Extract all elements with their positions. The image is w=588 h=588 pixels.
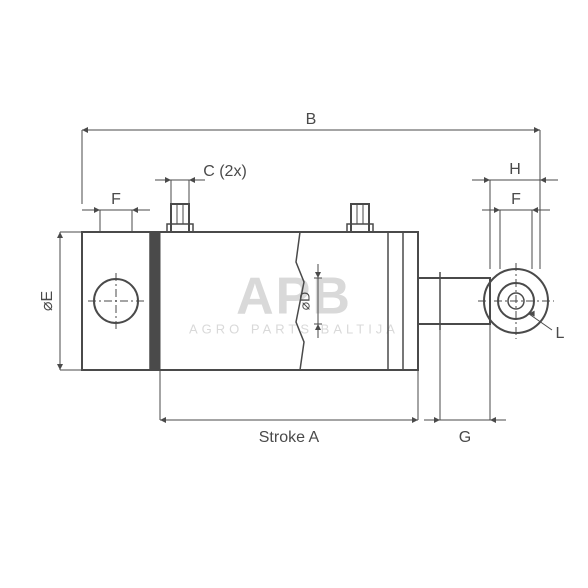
svg-text:G: G — [459, 429, 471, 446]
drawing-canvas: APB AGRO PARTS BALTIJA BC (2x)FFHStroke … — [0, 0, 588, 588]
svg-text:H: H — [509, 161, 521, 178]
svg-text:Stroke A: Stroke A — [259, 429, 320, 446]
svg-text:C (2x): C (2x) — [203, 163, 247, 180]
svg-text:L: L — [556, 325, 565, 342]
watermark-main-text: APB — [236, 268, 352, 326]
svg-text:⌀E: ⌀E — [39, 291, 56, 311]
watermark: APB AGRO PARTS BALTIJA — [189, 268, 399, 337]
svg-text:F: F — [111, 191, 121, 208]
watermark-sub-text: AGRO PARTS BALTIJA — [189, 321, 399, 336]
svg-text:B: B — [306, 111, 317, 128]
svg-text:⌀D: ⌀D — [297, 292, 313, 311]
svg-text:F: F — [511, 191, 521, 208]
